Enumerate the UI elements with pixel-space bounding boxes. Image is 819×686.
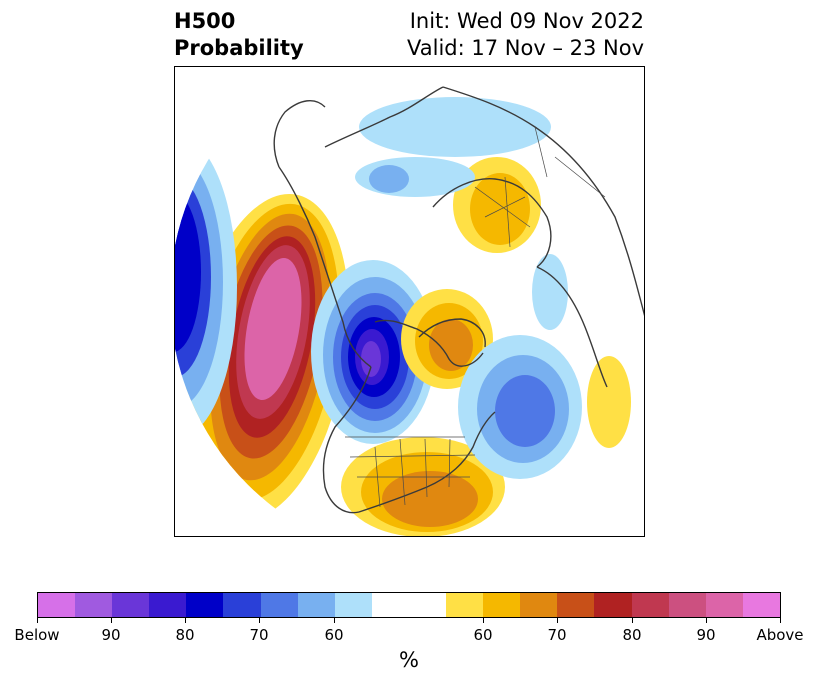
colorbar-segment — [75, 593, 113, 617]
colorbar-unit: % — [399, 648, 419, 672]
canada-trough-max — [361, 341, 381, 377]
pacific-trough-80 — [175, 192, 201, 352]
colorbar-segment — [668, 593, 706, 617]
colorbar — [37, 592, 781, 618]
colorbar-segment — [408, 593, 447, 617]
colorbar-segment — [557, 593, 595, 617]
colorbar-label-above-60: 60 — [473, 626, 493, 644]
colorbar-segment — [631, 593, 669, 617]
colorbar-label-below-80: 80 — [175, 626, 195, 644]
colorbar-tick — [185, 618, 186, 623]
colorbar-tick — [37, 618, 38, 623]
probability-map — [175, 86, 644, 536]
europe-ridge-60 — [470, 173, 530, 245]
forecast-dates: Init: Wed 09 Nov 2022 Valid: 17 Nov – 23… — [407, 8, 644, 62]
colorbar-segment — [483, 593, 521, 617]
pacific-ridge-max — [244, 257, 302, 401]
colorbar-segment — [371, 593, 409, 617]
iberia-ridge-50 — [587, 356, 631, 448]
colorbar-segment — [149, 593, 187, 617]
colorbar-label-below: Below — [14, 626, 60, 644]
colorbar-tick — [259, 618, 260, 623]
greenland-ridge-70 — [429, 319, 473, 371]
colorbar-tick — [780, 618, 781, 623]
colorbar-segment — [38, 593, 76, 617]
colorbar-tick — [483, 618, 484, 623]
coastlines — [273, 86, 644, 514]
colorbar-label-above-80: 80 — [622, 626, 642, 644]
colorbar-segment — [520, 593, 558, 617]
title-line-1: H500 — [174, 9, 236, 33]
atlantic-trough-70 — [495, 375, 555, 447]
colorbar-label-above-90: 90 — [696, 626, 716, 644]
colorbar-segment — [260, 593, 298, 617]
colorbar-tick — [557, 618, 558, 623]
colorbar-segment — [334, 593, 372, 617]
political-boundaries — [345, 126, 606, 508]
colorbar-segment — [112, 593, 150, 617]
map-panel — [174, 66, 645, 537]
colorbar-label-above-70: 70 — [547, 626, 567, 644]
chart-title: H500 Probability — [174, 8, 304, 62]
colorbar-tick — [334, 618, 335, 623]
colorbar-tick — [632, 618, 633, 623]
siberia-trough-50 — [532, 254, 568, 330]
valid-range: Valid: 17 Nov – 23 Nov — [407, 36, 644, 60]
colorbar-segment — [446, 593, 484, 617]
colorbar-label-above: Above — [756, 626, 804, 644]
colorbar-tick — [111, 618, 112, 623]
arctic-trough-60 — [369, 165, 409, 193]
colorbar-segment — [594, 593, 632, 617]
colorbar-segment — [297, 593, 335, 617]
colorbar-label-below-60: 60 — [324, 626, 344, 644]
colorbar-segment — [223, 593, 261, 617]
colorbar-segment — [186, 593, 224, 617]
colorbar-segment — [705, 593, 743, 617]
colorbar-segment — [742, 593, 780, 617]
seus-ridge-70 — [382, 471, 478, 527]
colorbar-label-below-90: 90 — [101, 626, 121, 644]
arctic-trough-50 — [359, 97, 551, 157]
colorbar-tick — [706, 618, 707, 623]
colorbar-label-below-70: 70 — [249, 626, 269, 644]
title-line-2: Probability — [174, 36, 304, 60]
init-date: Init: Wed 09 Nov 2022 — [409, 9, 644, 33]
